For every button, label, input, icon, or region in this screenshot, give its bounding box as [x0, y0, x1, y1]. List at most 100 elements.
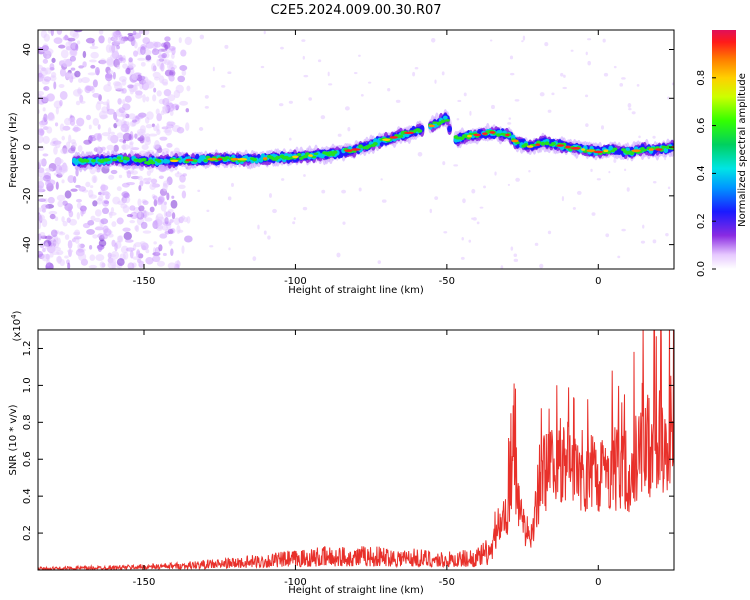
spectrogram-cell	[68, 147, 76, 154]
spectrogram-cell	[67, 262, 71, 269]
spectrogram-cell	[412, 71, 416, 77]
snr-x-tick-label: -50	[439, 577, 455, 588]
spectrogram-cell	[292, 221, 296, 225]
spectrogram-cell	[145, 54, 152, 61]
spectrogram-cell	[471, 217, 474, 220]
spectrogram-cell	[144, 217, 153, 222]
spectrogram-cell	[57, 255, 62, 265]
spectrogram-cell	[93, 133, 102, 141]
spectrogram-cell	[53, 81, 57, 90]
spectrogram-cell	[118, 159, 124, 163]
spectrogram-cell	[655, 148, 663, 151]
spectrogram-cell	[132, 84, 138, 93]
spectrogram-cell	[145, 248, 150, 254]
spectrogram-cell	[142, 94, 146, 103]
spectrogram-cell	[184, 235, 193, 243]
spectrogram-cell	[149, 183, 156, 190]
spectrogram-cell	[212, 66, 215, 72]
spectrogram-cell	[180, 215, 186, 221]
spectrogram-cell	[134, 133, 138, 139]
spectrogram-cell	[150, 161, 156, 165]
spectrogram-cell	[116, 156, 122, 160]
spectrogram-cell	[467, 134, 473, 138]
spectrogram-cell	[139, 241, 146, 245]
spectrogram-cell	[114, 36, 124, 43]
spectrogram-cell	[58, 231, 66, 236]
spectrogram-cell	[179, 174, 186, 183]
spectrogram-cell	[313, 152, 319, 156]
spectrogram-cell	[587, 60, 591, 66]
snr-y-tick-label: 1.0	[22, 377, 33, 393]
spectrogram-cell	[101, 207, 110, 215]
spectrogram-cell	[167, 75, 173, 80]
spectrogram-cell	[185, 108, 190, 113]
spectrogram-cell	[585, 123, 589, 127]
colorbar-tick-label: 0.0	[696, 261, 707, 277]
spectrogram-cell	[181, 190, 187, 199]
spectrogram-cell	[158, 58, 165, 62]
spectrogram-y-axis-label: Frequency (Hz)	[8, 112, 19, 188]
colorbar-ticks: 0.0 0.2 0.4 0.6 0.8	[696, 70, 716, 277]
spectrogram-cell	[38, 90, 45, 96]
spectrogram-cell	[98, 30, 104, 35]
spectrogram-cell	[89, 45, 99, 50]
spectrogram-cell	[156, 198, 163, 206]
spectrogram-cell	[72, 127, 81, 132]
spectrogram-cell	[70, 139, 77, 145]
spectrogram-cell	[120, 245, 129, 254]
spectrogram-cell	[100, 218, 109, 225]
spectrogram-cell	[544, 141, 550, 146]
spectrogram-cell	[169, 219, 174, 223]
spectrogram-cell	[586, 149, 595, 153]
spectrogram-cell	[50, 71, 57, 78]
spectrogram-cell	[179, 100, 189, 106]
snr-y-tick-label: 1.2	[22, 341, 33, 357]
spectrogram-cell	[483, 185, 487, 189]
spectrogram-cell	[96, 100, 104, 105]
spectrogram-cell	[494, 171, 497, 176]
spectrogram-cell	[156, 123, 160, 132]
spectrogram-cell	[453, 164, 459, 167]
spectrogram-cell	[161, 126, 169, 130]
spectrogram-cell	[91, 158, 96, 163]
spectrogram-cell	[404, 131, 414, 135]
spectrogram-cell	[292, 155, 299, 159]
spectrogram-cell	[87, 72, 97, 76]
spectrogram-cell	[146, 111, 154, 120]
spectrogram-cell	[619, 82, 624, 87]
spectrogram-cell	[142, 177, 149, 184]
spectrogram-cell	[55, 140, 61, 149]
spectrogram-cell	[351, 148, 361, 151]
spectrogram-cell	[110, 250, 120, 260]
spectrogram-cell	[100, 184, 109, 191]
spectrogram-cell	[86, 228, 95, 235]
spectrogram-cell	[623, 168, 627, 172]
spectrogram-cell	[61, 58, 70, 68]
spectrogram-cell	[110, 169, 118, 175]
spectrogram-cell	[311, 155, 317, 159]
spectrogram-cell	[137, 198, 142, 207]
spectrogram-cell	[38, 170, 45, 178]
spectrogram-cell	[152, 255, 161, 263]
spectrogram-cell	[603, 149, 609, 153]
spectrogram-cell	[176, 225, 181, 235]
snr-y-ticks: 0.2 0.4 0.6 0.8 1.0 1.2	[22, 341, 674, 541]
spectrogram-cell	[621, 77, 626, 80]
spectrogram-cell	[510, 246, 514, 251]
spectrogram-cell	[224, 156, 230, 160]
spectrogram-cell	[526, 145, 534, 148]
spectrogram-cell	[116, 64, 121, 70]
spectrogram-cell	[440, 119, 446, 123]
spectrogram-cell	[94, 209, 102, 217]
spectrogram-cell	[145, 81, 155, 89]
spectrogram-cell	[99, 114, 109, 119]
spectrogram-cell	[73, 236, 82, 240]
spectrogram-cell	[122, 144, 126, 151]
spectrogram-cell	[97, 244, 103, 252]
spectrogram-cell	[605, 233, 610, 238]
spectrogram-cell	[98, 35, 105, 44]
spectrogram-x-tick-label: -50	[439, 276, 455, 287]
spectrogram-cell	[125, 247, 135, 252]
spectrogram-cell	[124, 156, 130, 161]
spectrogram-cell	[39, 122, 45, 128]
